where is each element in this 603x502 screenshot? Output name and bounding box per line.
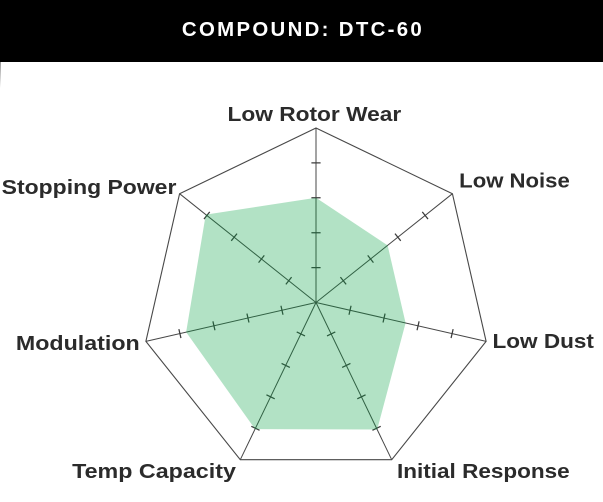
svg-text:Low Noise: Low Noise — [459, 171, 570, 193]
svg-text:Stopping Power: Stopping Power — [2, 177, 177, 199]
svg-text:Modulation: Modulation — [16, 333, 140, 355]
svg-text:Temp Capacity: Temp Capacity — [72, 461, 237, 483]
svg-text:Low Rotor Wear: Low Rotor Wear — [228, 104, 402, 126]
svg-text:Initial Response: Initial Response — [397, 461, 570, 483]
svg-text:Low Dust: Low Dust — [493, 331, 595, 353]
